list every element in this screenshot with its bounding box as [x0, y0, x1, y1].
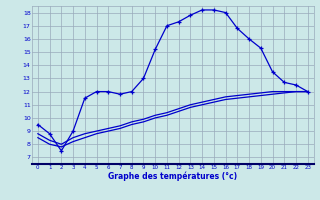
X-axis label: Graphe des températures (°c): Graphe des températures (°c)	[108, 172, 237, 181]
